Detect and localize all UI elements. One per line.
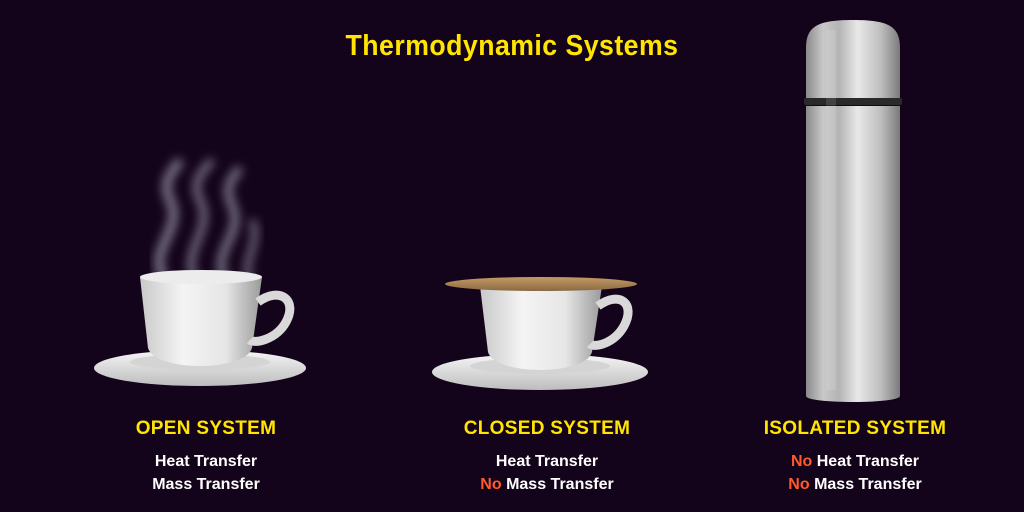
property-text: Heat Transfer [816, 453, 920, 470]
property-line: Heat Transfer [76, 450, 336, 473]
property-line: No Mass Transfer [417, 473, 677, 496]
negation-word: No [790, 453, 817, 470]
system-name: CLOSED SYSTEM [463, 418, 631, 439]
covered-cup-icon [432, 277, 648, 390]
property-text: Heat Transfer [495, 453, 599, 470]
system-name: OPEN SYSTEM [135, 418, 277, 439]
steaming-cup-icon [94, 157, 306, 386]
system-caption-isolated: ISOLATED SYSTEM No Heat Transfer No Mass… [725, 418, 985, 496]
property-line: No Mass Transfer [725, 473, 985, 496]
property-text: Mass Transfer [814, 476, 922, 493]
property-text: Mass Transfer [152, 476, 260, 493]
system-caption-open: OPEN SYSTEM Heat Transfer Mass Transfer [76, 418, 336, 496]
system-name: ISOLATED SYSTEM [763, 418, 947, 439]
property-text: Heat Transfer [154, 453, 258, 470]
thermos-flask-icon [804, 20, 902, 402]
property-line: Heat Transfer [417, 450, 677, 473]
lid-icon [445, 277, 637, 291]
property-text: Mass Transfer [506, 476, 614, 493]
steam [154, 157, 258, 284]
property-line: No Heat Transfer [725, 450, 985, 473]
negation-word: No [480, 476, 507, 493]
page-title: Thermodynamic Systems [345, 30, 679, 62]
property-line: Mass Transfer [76, 473, 336, 496]
system-caption-closed: CLOSED SYSTEM Heat Transfer No Mass Tran… [417, 418, 677, 496]
negation-word: No [788, 476, 815, 493]
